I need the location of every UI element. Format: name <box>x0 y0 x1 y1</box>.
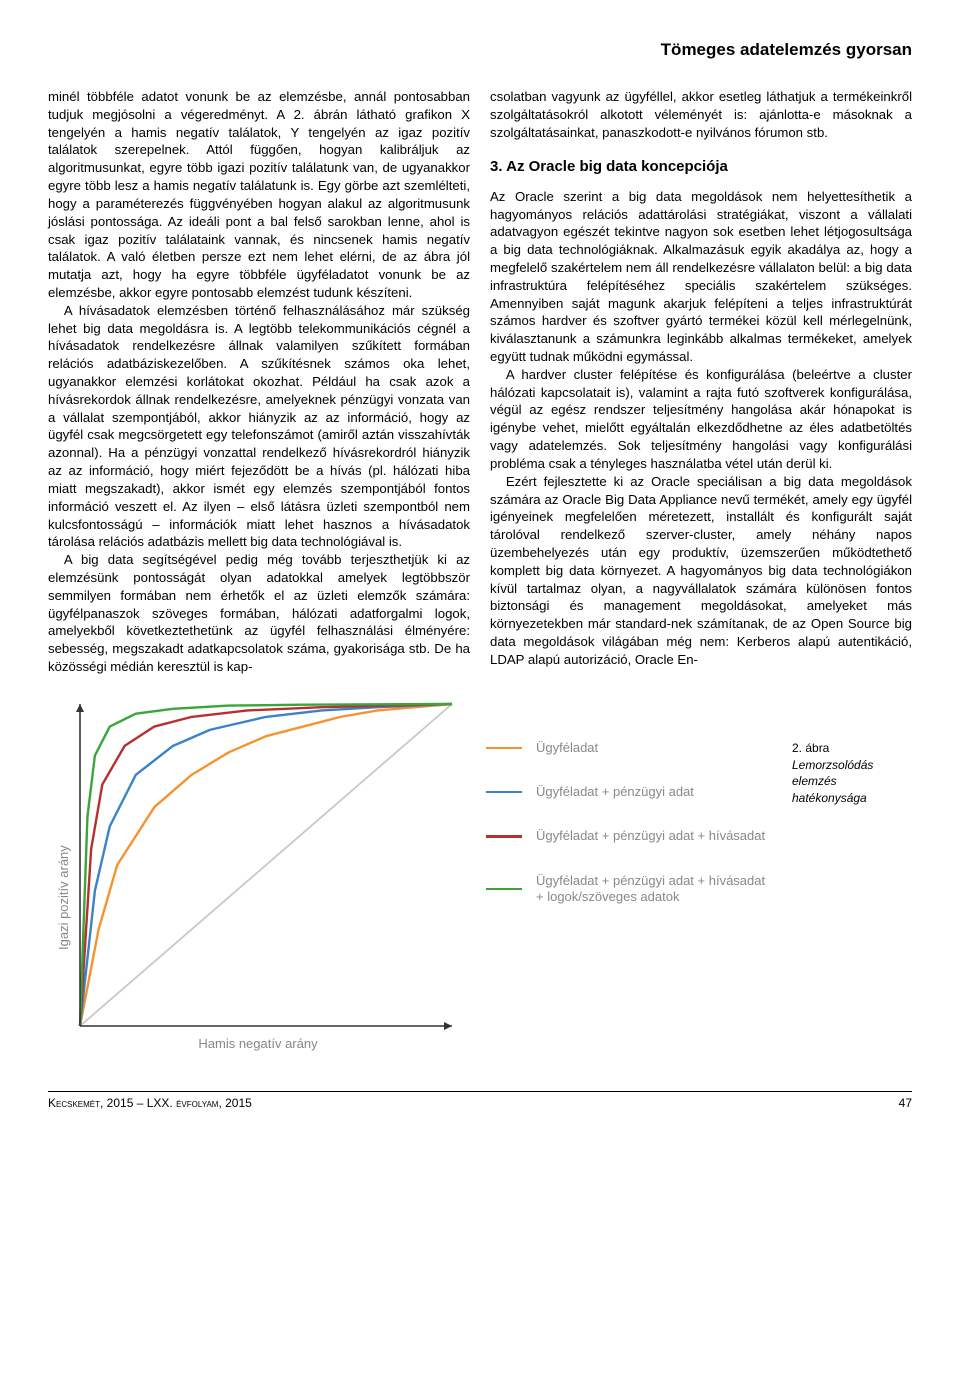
legend-item: Ügyféladat + pénzügyi adat <box>486 784 774 800</box>
figure-number: 2. ábra <box>792 741 829 755</box>
right-p1: csolatban vagyunk az ügyféllel, akkor es… <box>490 88 912 141</box>
legend-label: Ügyféladat + pénzügyi adat + hívásadat +… <box>536 873 774 906</box>
figure-caption-text: Lemorzsolódás elemzés hatékonysága <box>792 758 873 806</box>
right-column: csolatban vagyunk az ügyféllel, akkor es… <box>490 88 912 676</box>
right-p3: A hardver cluster felépítése és konfigur… <box>490 366 912 473</box>
legend-label: Ügyféladat + pénzügyi adat + hívásadat <box>536 828 765 844</box>
legend-label: Ügyféladat <box>536 740 598 756</box>
legend-item: Ügyféladat + pénzügyi adat + hívásadat +… <box>486 873 774 906</box>
legend-item: Ügyféladat + pénzügyi adat + hívásadat <box>486 828 774 844</box>
chart-legend: Ügyféladat Ügyféladat + pénzügyi adat Ügyf… <box>486 700 774 905</box>
section-heading: 3. Az Oracle big data koncepciója <box>490 157 912 177</box>
left-p3: A big data segítségével pedig még tovább… <box>48 551 470 676</box>
text-columns: minél többféle adatot vonunk be az elemz… <box>48 88 912 676</box>
left-column: minél többféle adatot vonunk be az elemz… <box>48 88 470 676</box>
footer-left: Kecskemét, 2015 – LXX. évfolyam, 2015 <box>48 1096 252 1110</box>
left-p1: minél többféle adatot vonunk be az elemz… <box>48 88 470 302</box>
legend-item: Ügyféladat <box>486 740 774 756</box>
roc-chart <box>76 700 456 1030</box>
figure-caption: 2. ábra Lemorzsolódás elemzés hatékonysá… <box>792 700 912 807</box>
legend-swatch <box>486 888 522 891</box>
y-axis-label: Igazi pozitív arány <box>56 845 71 950</box>
right-p4: Ezért fejlesztette ki az Oracle speciáli… <box>490 473 912 669</box>
legend-swatch <box>486 747 522 750</box>
legend-swatch <box>486 835 522 838</box>
page-footer: Kecskemét, 2015 – LXX. évfolyam, 2015 47 <box>48 1091 912 1110</box>
footer-page-number: 47 <box>899 1096 912 1110</box>
left-p2: A hívásadatok elemzésben történő felhasz… <box>48 302 470 551</box>
chart-container: Igazi pozitív arány Hamis negatív arány <box>48 700 468 1051</box>
legend-swatch <box>486 791 522 794</box>
x-axis-label: Hamis negatív arány <box>48 1036 468 1051</box>
figure-block: Igazi pozitív arány Hamis negatív arány … <box>48 700 912 1051</box>
page-header-title: Tömeges adatelemzés gyorsan <box>48 40 912 60</box>
right-p2: Az Oracle szerint a big data megoldások … <box>490 188 912 366</box>
legend-label: Ügyféladat + pénzügyi adat <box>536 784 694 800</box>
